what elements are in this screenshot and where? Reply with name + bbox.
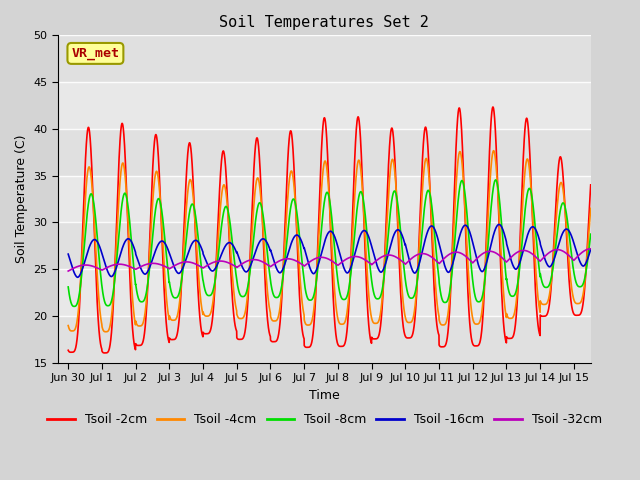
Tsoil -4cm [490,148,497,154]
Tsoil -32cm [65,268,72,274]
Tsoil -16cm [477,267,484,273]
Tsoil -32cm [302,262,310,268]
Tsoil -16cm [495,222,503,228]
Tsoil -16cm [291,234,298,240]
Tsoil -4cm [477,316,484,322]
Tsoil -32cm [360,256,367,262]
Tsoil -32cm [316,254,324,260]
Tsoil -2cm [100,350,108,356]
Tsoil -2cm [291,170,298,176]
Tsoil -2cm [477,336,484,342]
Legend: Tsoil -2cm, Tsoil -4cm, Tsoil -8cm, Tsoil -16cm, Tsoil -32cm: Tsoil -2cm, Tsoil -4cm, Tsoil -8cm, Tsoi… [42,408,607,431]
Title: Soil Temperatures Set 2: Soil Temperatures Set 2 [220,15,429,30]
Tsoil -4cm [302,321,310,327]
Tsoil -8cm [587,231,595,237]
Tsoil -16cm [360,228,368,233]
Bar [58,82,591,129]
Tsoil -16cm [74,275,81,280]
Tsoil -16cm [65,251,72,257]
Bar [58,316,591,362]
Tsoil -8cm [291,197,298,203]
Tsoil -8cm [70,303,78,309]
Tsoil -2cm [360,220,368,226]
Bar [58,222,591,269]
Bar [58,129,591,176]
Tsoil -2cm [587,182,595,188]
Tsoil -32cm [587,246,595,252]
Tsoil -2cm [316,179,324,185]
Tsoil -16cm [302,251,310,256]
Tsoil -32cm [291,257,298,263]
Line: Tsoil -2cm: Tsoil -2cm [68,107,591,353]
Bar [58,36,591,82]
Tsoil -16cm [583,259,591,264]
Tsoil -8cm [477,298,484,304]
X-axis label: Time: Time [309,389,340,402]
Tsoil -32cm [582,247,590,252]
Tsoil -4cm [291,186,298,192]
Tsoil -4cm [587,205,595,211]
Line: Tsoil -32cm: Tsoil -32cm [68,249,591,271]
Tsoil -4cm [65,323,72,328]
Tsoil -4cm [102,329,109,335]
Bar [58,176,591,222]
Tsoil -4cm [316,210,324,216]
Tsoil -32cm [477,252,484,258]
Tsoil -8cm [316,240,324,246]
Tsoil -4cm [360,212,368,218]
Tsoil -2cm [65,348,72,353]
Tsoil -2cm [583,257,591,263]
Tsoil -16cm [587,246,595,252]
Tsoil -8cm [583,265,591,271]
Line: Tsoil -4cm: Tsoil -4cm [68,151,591,332]
Tsoil -2cm [302,344,310,350]
Line: Tsoil -8cm: Tsoil -8cm [68,180,591,306]
Y-axis label: Soil Temperature (C): Soil Temperature (C) [15,135,28,263]
Bar [58,269,591,316]
Tsoil -4cm [583,259,591,265]
Tsoil -2cm [489,104,497,110]
Text: VR_met: VR_met [72,47,120,60]
Tsoil -8cm [492,177,499,183]
Line: Tsoil -16cm: Tsoil -16cm [68,225,591,277]
Tsoil -8cm [302,289,310,295]
Tsoil -8cm [65,284,72,290]
Tsoil -8cm [360,201,368,207]
Tsoil -16cm [316,255,324,261]
